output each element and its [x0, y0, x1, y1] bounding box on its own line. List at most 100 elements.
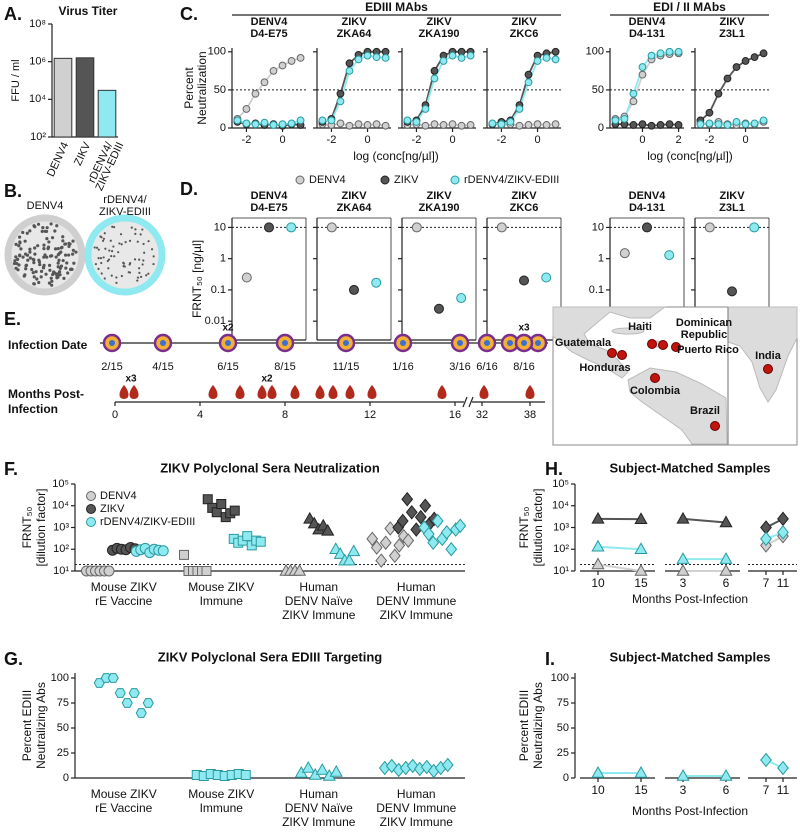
map-label: Colombia	[630, 385, 681, 397]
y-tick-label: 10⁵	[552, 478, 569, 490]
marker	[439, 121, 448, 129]
marker	[448, 120, 457, 129]
y-tick-label: 0	[220, 122, 226, 134]
x-tick-label: ZIKV Immune	[282, 815, 356, 829]
plate	[84, 214, 166, 296]
plaque	[53, 247, 58, 251]
subplot-title: ZKA190	[419, 202, 460, 214]
plaque	[33, 252, 37, 256]
y-axis-label: Neutralizing Abs	[34, 682, 48, 769]
marker	[445, 541, 458, 557]
marker	[363, 121, 372, 129]
subplot-title: ZKC6	[510, 28, 539, 40]
marker	[705, 108, 714, 117]
subplot-title: Z3L1	[719, 202, 745, 214]
panel-letter: C.	[180, 4, 198, 24]
y-tick-label: 100	[51, 672, 69, 684]
plaque	[32, 260, 36, 265]
plaque	[24, 267, 28, 271]
plaque	[37, 280, 41, 285]
marker	[354, 120, 363, 129]
marker	[121, 698, 133, 708]
marker	[278, 61, 287, 70]
plaque	[112, 245, 115, 248]
x-tick-label: 7	[763, 783, 770, 797]
plaque	[134, 232, 137, 236]
x-tick-label: 10	[591, 783, 605, 797]
location-dot	[658, 340, 668, 350]
marker	[347, 544, 361, 557]
x-tick-label: Human	[299, 580, 338, 594]
y-axis-label: Neutralizing Abs	[531, 682, 545, 769]
plaque	[58, 273, 62, 277]
plaque	[43, 229, 47, 233]
x-tick-label: rE Vaccine	[95, 594, 152, 608]
map-label: Dominican	[676, 317, 733, 329]
virus-core	[109, 340, 115, 346]
plaque	[53, 271, 57, 275]
plaque	[45, 236, 49, 241]
marker	[750, 119, 759, 128]
plaque	[34, 270, 38, 274]
map-label: Honduras	[579, 362, 630, 374]
location-dot	[671, 342, 681, 352]
marker	[114, 688, 126, 698]
plaque	[25, 231, 29, 235]
marker	[642, 222, 652, 233]
x-tick-label: 6	[723, 576, 730, 590]
marker	[336, 97, 345, 106]
legend-swatch	[295, 175, 305, 185]
plaque	[122, 261, 125, 264]
marker	[430, 66, 439, 75]
plaque	[56, 246, 60, 251]
marker	[665, 120, 674, 129]
marker	[515, 105, 524, 113]
x-tick-label: -2	[327, 134, 337, 146]
marker	[333, 547, 347, 559]
marker	[402, 533, 415, 548]
marker	[345, 59, 354, 68]
month-label: 8	[282, 409, 288, 421]
y-tick-label: 0.1	[211, 284, 226, 296]
x-tick-label: DENV Immune	[376, 594, 456, 608]
marker	[216, 499, 227, 510]
plaque	[18, 235, 22, 239]
subplot-title: ZIKV	[511, 190, 537, 202]
plaque	[106, 259, 109, 263]
marker	[638, 70, 647, 79]
y-tick-label: 50	[592, 84, 604, 96]
marker	[202, 494, 213, 505]
marker	[381, 121, 390, 130]
marker	[676, 552, 690, 564]
marker	[634, 563, 648, 576]
panel-letter: D.	[180, 179, 198, 199]
plaque	[16, 257, 20, 261]
legend-label: DENV4	[309, 174, 346, 186]
image-label: rDENV4/	[103, 194, 147, 206]
chart-title: Subject-Matched Samples	[609, 460, 770, 475]
marker	[412, 118, 421, 126]
plaque	[152, 255, 155, 258]
subplot-title: ZKA190	[419, 28, 460, 40]
marker	[142, 698, 154, 708]
marker	[524, 70, 533, 79]
panel-letter: G.	[4, 649, 23, 669]
marker	[551, 120, 560, 129]
plaque	[97, 257, 100, 260]
marker	[307, 516, 321, 529]
date-label: 1/16	[392, 361, 413, 373]
y-axis-label: Neutralization	[195, 51, 209, 124]
plaque	[48, 268, 52, 272]
multiple-label: x2	[261, 374, 273, 385]
virus-core	[484, 340, 490, 346]
sample-drop	[267, 385, 277, 399]
marker	[777, 760, 789, 776]
marker	[497, 120, 506, 129]
plaque	[18, 241, 22, 245]
x-axis-label: Months Post-Infection	[632, 592, 748, 606]
plaque	[61, 235, 65, 239]
x-tick-label: 0	[742, 134, 748, 146]
x-tick-label: 0	[449, 134, 455, 146]
marker	[371, 277, 382, 288]
virus-core	[343, 340, 349, 346]
